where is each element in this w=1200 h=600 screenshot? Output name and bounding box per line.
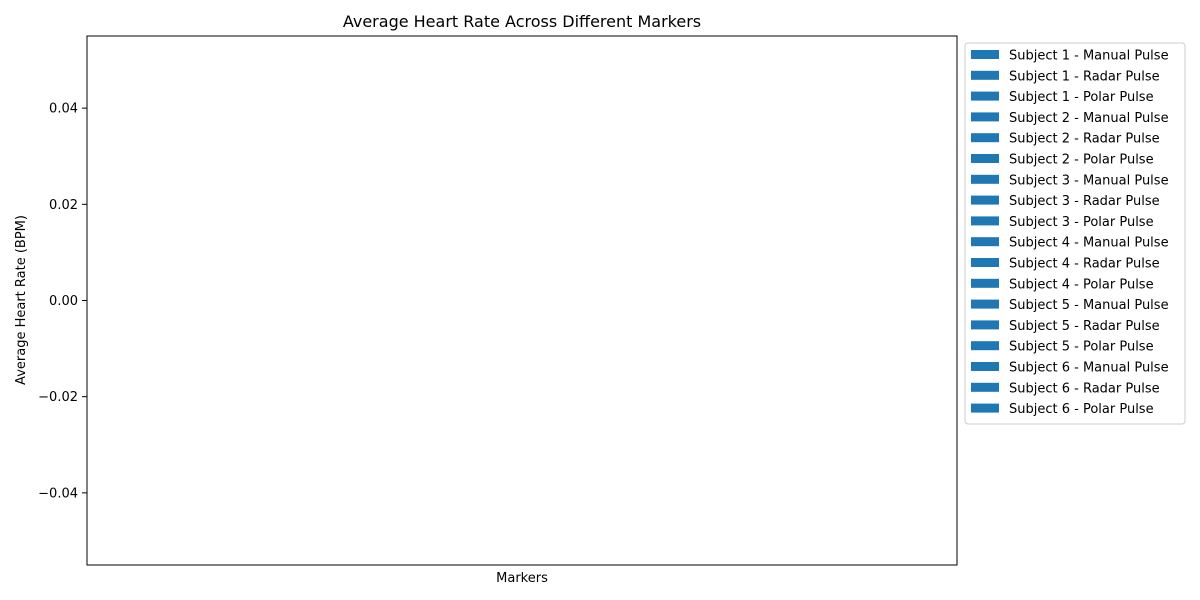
legend-label: Subject 3 - Radar Pulse [1009, 194, 1160, 209]
legend-label: Subject 2 - Manual Pulse [1009, 111, 1169, 126]
legend-label: Subject 1 - Manual Pulse [1009, 49, 1169, 64]
legend-swatch [971, 278, 999, 288]
legend-swatch [971, 70, 999, 80]
legend-swatch [971, 258, 999, 267]
legend-swatch [971, 91, 999, 101]
legend-label: Subject 5 - Polar Pulse [1009, 340, 1154, 355]
legend-swatch [971, 320, 999, 330]
y-tick-label: 0.00 [49, 294, 78, 309]
legend-swatch [971, 154, 999, 163]
plot-area [86, 35, 958, 566]
legend-swatch [971, 174, 999, 184]
legend-label: Subject 3 - Polar Pulse [1009, 215, 1154, 230]
legend-label: Subject 4 - Polar Pulse [1009, 277, 1154, 292]
y-tick-label: −0.04 [38, 486, 78, 501]
legend-swatch [971, 216, 999, 226]
y-tick-label: 0.02 [49, 198, 78, 213]
legend-swatch [971, 382, 999, 392]
legend-label: Subject 1 - Radar Pulse [1009, 69, 1160, 84]
legend-label: Subject 6 - Manual Pulse [1009, 361, 1169, 376]
legend-label: Subject 6 - Radar Pulse [1009, 381, 1160, 396]
legend-swatch [971, 133, 999, 143]
legend-swatch [971, 195, 999, 205]
legend: Subject 1 - Manual Pulse Subject 1 - Rada… [964, 42, 1186, 425]
legend-swatch [971, 403, 999, 413]
legend-label: Subject 4 - Manual Pulse [1009, 236, 1169, 251]
x-axis-label: Markers [496, 571, 548, 586]
legend-label: Subject 3 - Manual Pulse [1009, 173, 1169, 188]
legend-label: Subject 2 - Radar Pulse [1009, 132, 1160, 147]
legend-swatch [971, 362, 999, 371]
legend-label: Subject 1 - Polar Pulse [1009, 90, 1154, 105]
legend-label: Subject 5 - Manual Pulse [1009, 298, 1169, 313]
legend-swatch [971, 299, 999, 309]
legend-label: Subject 2 - Polar Pulse [1009, 153, 1154, 168]
legend-label: Subject 4 - Radar Pulse [1009, 257, 1160, 272]
legend-swatch [971, 237, 999, 247]
y-axis-ticks: −0.04 −0.02 0.00 0.02 0.04 [38, 102, 87, 501]
legend-swatch [971, 50, 999, 59]
legend-frame [964, 42, 1186, 425]
legend-swatch [971, 341, 999, 351]
y-tick-label: −0.02 [38, 390, 78, 405]
legend-swatch [971, 112, 999, 122]
legend-label: Subject 6 - Polar Pulse [1009, 402, 1154, 417]
legend-label: Subject 5 - Radar Pulse [1009, 319, 1160, 334]
y-axis-label: Average Heart Rate (BPM) [14, 215, 29, 385]
y-tick-label: 0.04 [49, 102, 78, 117]
chart-title: Average Heart Rate Across Different Mark… [343, 12, 701, 31]
